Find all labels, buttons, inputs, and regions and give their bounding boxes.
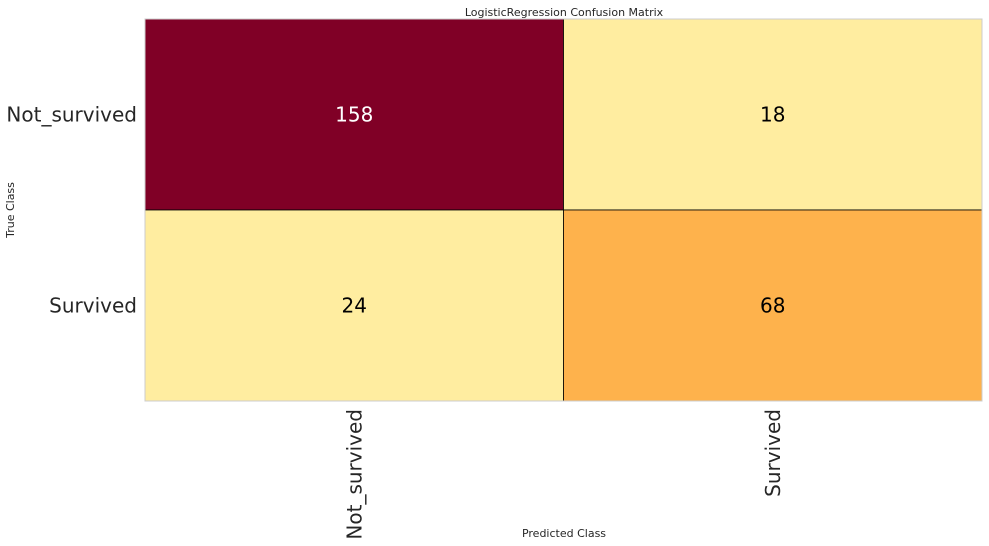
y-tick-labels: Not_survived Survived xyxy=(6,103,137,318)
cell-value-1-0: 24 xyxy=(342,294,367,318)
cell-value-1-1: 68 xyxy=(760,294,785,318)
chart-title: LogisticRegression Confusion Matrix xyxy=(465,6,664,19)
x-tick-label-0: Not_survived xyxy=(342,409,366,540)
x-axis-label: Predicted Class xyxy=(522,527,606,540)
x-tick-labels: Not_survived Survived xyxy=(342,409,785,540)
heatmap-cells xyxy=(144,18,983,402)
y-axis-label: True Class xyxy=(4,182,17,239)
heatmap-cell-1-0 xyxy=(144,209,564,402)
heatmap-cell-0-0 xyxy=(144,18,564,211)
x-tick-label-1: Survived xyxy=(761,409,785,497)
heatmap-cell-1-1 xyxy=(563,209,983,402)
plot-frame xyxy=(144,18,983,402)
cell-values: 158 18 24 68 xyxy=(335,103,785,318)
y-tick-label-1: Survived xyxy=(49,294,137,318)
cell-value-0-0: 158 xyxy=(335,103,373,127)
y-tick-label-0: Not_survived xyxy=(6,103,137,127)
cell-value-0-1: 18 xyxy=(760,103,785,127)
